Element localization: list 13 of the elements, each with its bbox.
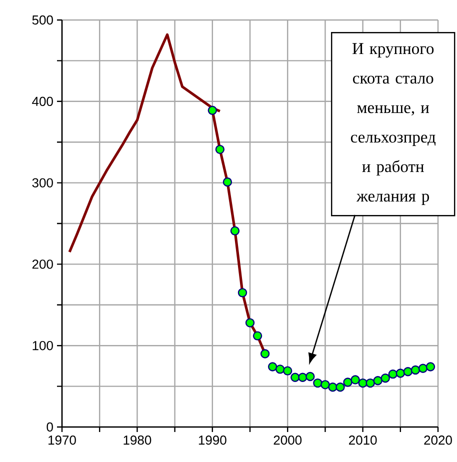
- y-tick-label: 0: [46, 422, 53, 432]
- x-tick-label: 2020: [424, 436, 452, 445]
- x-tick-label: 1980: [124, 436, 152, 445]
- x-tick-label: 2010: [349, 436, 377, 445]
- y-tick-label: 300: [32, 178, 53, 188]
- text: И крупного скота стало меньше, и сельхозпред и работн желания р: [350, 43, 436, 205]
- y-tick-label: 100: [32, 340, 53, 350]
- y-tick-label: 500: [32, 15, 53, 25]
- y-tick-label: 200: [32, 260, 53, 269]
- y-tick-label: 400: [32, 96, 53, 106]
- x-tick-label: 1970: [48, 436, 76, 445]
- x-tick-label: 2000: [274, 436, 302, 445]
- x-tick-label: 1990: [198, 436, 226, 445]
